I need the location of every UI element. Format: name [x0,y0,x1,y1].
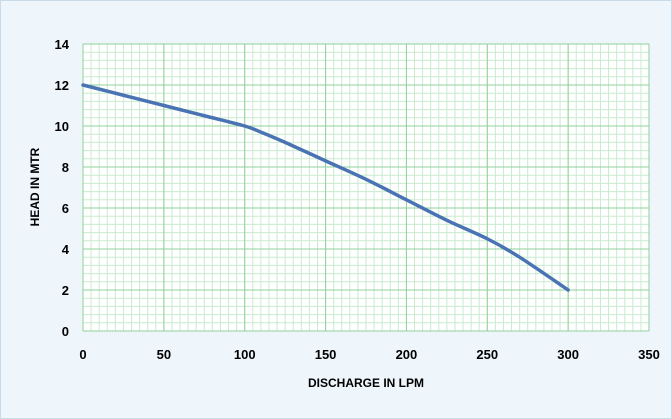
series-line [81,83,570,292]
x-tick-label: 350 [638,347,660,362]
y-axis-ticks: 0 2 4 6 8 10 12 14 [55,37,70,339]
x-tick-label: 150 [315,347,337,362]
y-tick-label: 14 [55,37,70,52]
y-tick-label: 12 [55,78,69,93]
x-tick-label: 50 [157,347,171,362]
x-tick-label: 300 [557,347,579,362]
y-tick-label: 8 [62,160,69,175]
y-tick-label: 10 [55,119,69,134]
x-axis-title: DISCHARGE IN LPM [308,376,424,390]
y-axis-title: HEAD IN MTR [28,147,42,226]
x-tick-label: 100 [234,347,256,362]
y-tick-label: 0 [62,324,69,339]
major-gridlines [82,43,650,332]
x-axis-ticks: 0 50 100 150 200 250 300 350 [79,347,659,362]
y-tick-label: 4 [62,242,70,257]
x-tick-label: 250 [476,347,498,362]
x-tick-label: 200 [396,347,418,362]
y-tick-label: 6 [62,201,69,216]
series-layer [81,83,570,292]
y-tick-label: 2 [62,283,69,298]
x-tick-label: 0 [79,347,86,362]
